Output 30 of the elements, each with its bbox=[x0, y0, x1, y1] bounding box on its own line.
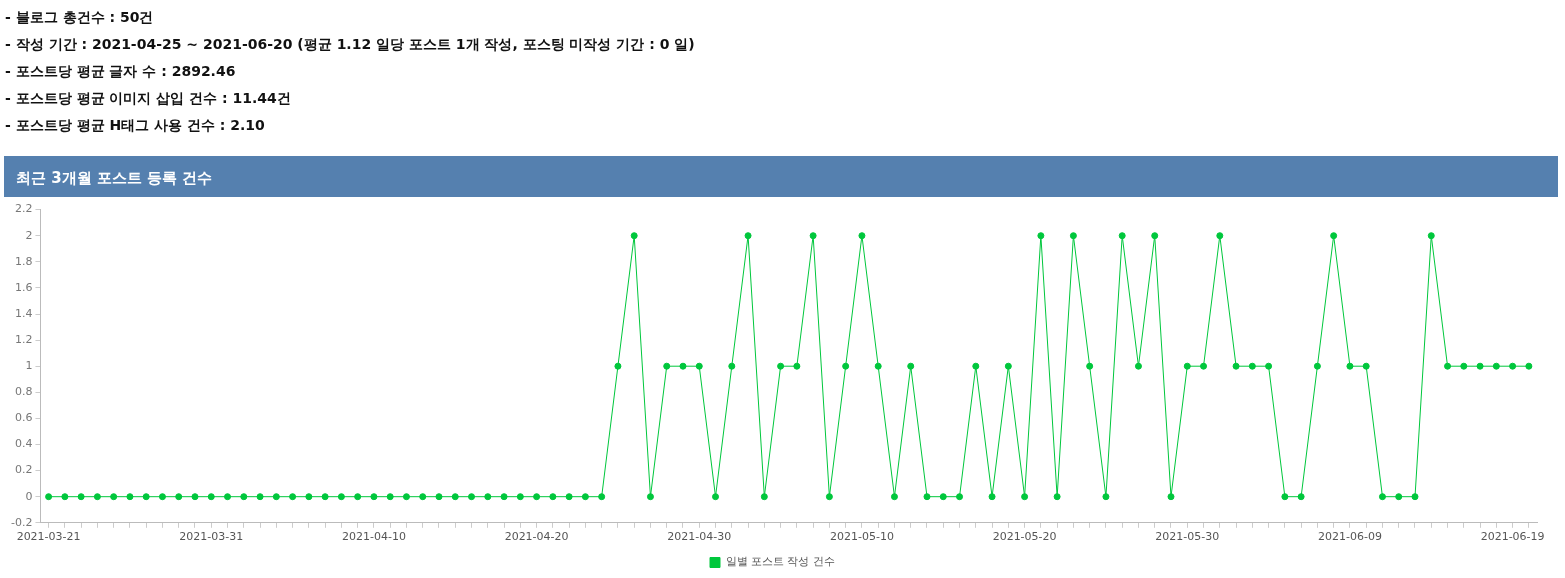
x-tick-label: 2021-04-10 bbox=[341, 530, 406, 544]
y-tick-label: 1.2 bbox=[14, 332, 33, 346]
x-tick-label: 2021-05-20 bbox=[992, 530, 1057, 544]
x-tick-label: 2021-05-30 bbox=[1155, 530, 1220, 544]
x-tick-label: 2021-03-31 bbox=[179, 530, 244, 544]
y-tick-label: 2 bbox=[25, 228, 33, 242]
x-tick-label: 2021-04-20 bbox=[504, 530, 569, 544]
x-tick-label: 2021-04-30 bbox=[667, 530, 732, 544]
y-tick-label: 0 bbox=[25, 489, 33, 503]
y-tick-label: 1.4 bbox=[14, 306, 33, 320]
y-tick-label: 0.2 bbox=[14, 463, 33, 477]
y-tick-label: 2.2 bbox=[14, 202, 33, 216]
y-tick-label: -0.2 bbox=[10, 515, 33, 529]
y-tick-label: 0.4 bbox=[14, 437, 33, 451]
y-tick-label: 1 bbox=[25, 359, 33, 373]
text: - 블로그 총건수 : 50건 bbox=[5, 8, 155, 27]
text: - 포스트당 평균 H태그 사용 건수 : 2.10 bbox=[5, 116, 266, 135]
y-tick-label: 1.8 bbox=[14, 254, 33, 268]
text: - 포스트당 평균 글자 수 : 2892.46 bbox=[5, 62, 237, 81]
x-tick-label: 2021-05-10 bbox=[829, 530, 894, 544]
chart-title: 최근 3개월 포스트 등록 건수 bbox=[4, 156, 1558, 197]
legend-label: 일별 포스트 작성 건수 bbox=[725, 555, 836, 569]
x-tick-label: 2021-06-19 bbox=[1480, 530, 1545, 544]
x-tick-label: 2021-06-09 bbox=[1317, 530, 1382, 544]
x-tick-label: 2021-03-21 bbox=[16, 530, 81, 544]
y-tick-label: 1.6 bbox=[14, 280, 33, 294]
text: - 포스트당 평균 이미지 삽입 건수 : 11.44건 bbox=[5, 89, 292, 108]
text: - 작성 기간 : 2021-04-25 ~ 2021-06-20 (평균 1.12 일당 포스트 1개 작성, 포스팅 미작성 기간 : 0 일) bbox=[5, 35, 695, 54]
y-tick-label: 0.6 bbox=[14, 411, 33, 425]
y-tick-label: 0.8 bbox=[14, 385, 33, 399]
